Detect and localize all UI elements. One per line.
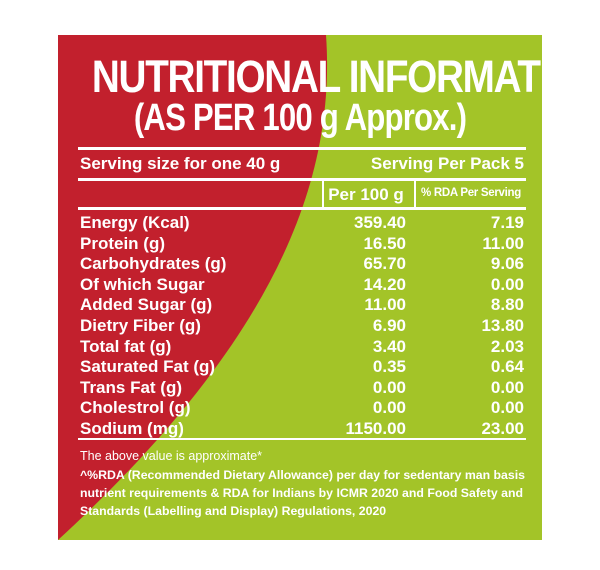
nutrient-row: Saturated Fat (g) 0.35 0.64 xyxy=(80,357,526,377)
red-background xyxy=(58,35,328,540)
nutrient-name: Sodium (mg) xyxy=(80,419,184,438)
nutrient-row: Total fat (g) 3.40 2.03 xyxy=(80,337,526,357)
nutrient-per-100g: 0.35 xyxy=(372,357,406,377)
servings-per-pack: Serving Per Pack 5 xyxy=(370,154,524,173)
label-content: NUTRITIONAL INFORMATION (AS PER 100 g Ap… xyxy=(58,35,542,540)
nutrient-rda: 2.03 xyxy=(490,336,524,356)
nutrient-name: Saturated Fat (g) xyxy=(80,357,216,377)
title-line-2: (AS PER 100 g Approx.) xyxy=(133,97,467,139)
nutrient-name: Cholestrol (g) xyxy=(80,398,191,418)
nutrient-rda: 9.06 xyxy=(490,254,524,274)
column-header-per-100g: Per 100 g xyxy=(328,185,404,204)
nutrient-name: Dietry Fiber (g) xyxy=(80,316,201,335)
nutrient-name: Total fat (g) xyxy=(80,336,172,356)
nutrient-rda: 0.64 xyxy=(490,357,524,377)
nutrient-per-100g: 0.00 xyxy=(372,377,406,397)
nutrient-rda: 0.00 xyxy=(490,398,524,418)
nutrient-row: Carbohydrates (g) 65.70 9.06 xyxy=(80,254,526,274)
table-bottom-divider xyxy=(78,438,526,440)
nutrient-per-100g: 65.70 xyxy=(363,254,406,274)
header-divider xyxy=(78,207,526,210)
approximate-note: The above value is approximate* xyxy=(80,449,263,463)
column-divider-right xyxy=(414,178,416,209)
nutrient-row: Energy (Kcal) 359.40 7.19 xyxy=(80,213,526,233)
nutrient-per-100g: 359.40 xyxy=(354,213,406,232)
nutrient-name: Protein (g) xyxy=(80,233,165,253)
nutrient-per-100g: 1150.00 xyxy=(345,419,406,438)
nutrient-rda: 8.80 xyxy=(490,295,524,315)
nutrient-rda: 23.00 xyxy=(481,419,524,438)
column-header-rda: % RDA Per Serving xyxy=(421,187,521,199)
nutrient-per-100g: 0.00 xyxy=(372,398,406,418)
nutrient-per-100g: 3.40 xyxy=(372,336,406,356)
nutrient-rda: 0.00 xyxy=(490,274,524,294)
serving-divider xyxy=(78,178,526,181)
nutrient-rda: 11.00 xyxy=(482,233,524,253)
nutrient-row: Protein (g) 16.50 11.00 xyxy=(80,234,526,254)
nutrient-per-100g: 16.50 xyxy=(363,233,406,253)
nutrient-name: Added Sugar (g) xyxy=(80,295,213,315)
title-line-1: NUTRITIONAL INFORMATION xyxy=(91,51,542,102)
nutrient-per-100g: 6.90 xyxy=(372,316,406,335)
serving-size: Serving size for one 40 g xyxy=(80,154,281,173)
nutrient-row: Sodium (mg) 1150.00 23.00 xyxy=(80,419,526,439)
nutrient-name: Carbohydrates (g) xyxy=(80,254,227,274)
nutrient-rda: 13.80 xyxy=(481,316,524,335)
column-divider-left xyxy=(322,178,324,209)
nutrient-row: Cholestrol (g) 0.00 0.00 xyxy=(80,398,526,418)
rda-footnote: ^%RDA (Recommended Dietary Allowance) pe… xyxy=(80,468,525,518)
nutrient-rda: 7.19 xyxy=(490,213,524,232)
nutrient-row: Of which Sugar 14.20 0.00 xyxy=(80,275,526,295)
nutrient-per-100g: 11.00 xyxy=(364,295,406,315)
label-background xyxy=(58,35,542,540)
nutrition-label-panel: NUTRITIONAL INFORMATION (AS PER 100 g Ap… xyxy=(58,35,542,540)
nutrient-row: Dietry Fiber (g) 6.90 13.80 xyxy=(80,316,526,336)
nutrient-name: Trans Fat (g) xyxy=(80,377,183,397)
nutrient-row: Added Sugar (g) 11.00 8.80 xyxy=(80,295,526,315)
nutrient-name: Energy (Kcal) xyxy=(80,213,190,232)
nutrient-per-100g: 14.20 xyxy=(363,274,406,294)
nutrient-name: Of which Sugar xyxy=(80,274,205,294)
nutrient-row: Trans Fat (g) 0.00 0.00 xyxy=(80,378,526,398)
nutrient-rda: 0.00 xyxy=(490,377,524,397)
top-divider xyxy=(78,147,526,150)
